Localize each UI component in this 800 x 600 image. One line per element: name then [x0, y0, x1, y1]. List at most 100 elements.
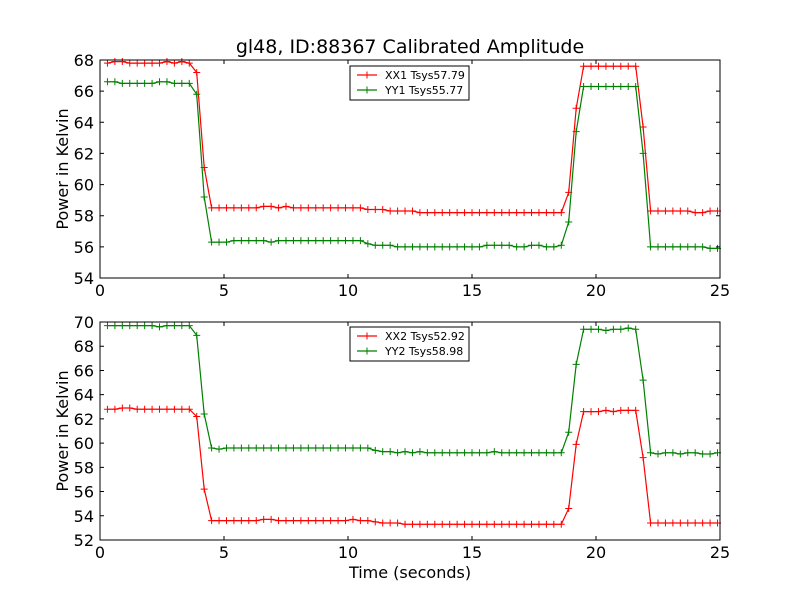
data-point	[156, 405, 164, 413]
data-point	[572, 128, 580, 136]
data-point	[572, 440, 580, 448]
data-point	[111, 405, 119, 413]
data-point	[483, 241, 491, 249]
data-point	[260, 444, 268, 452]
data-point	[453, 449, 461, 457]
data-point	[408, 520, 416, 528]
data-point	[438, 243, 446, 251]
data-point	[297, 517, 305, 525]
data-point	[252, 444, 260, 452]
data-point	[490, 520, 498, 528]
data-point	[661, 449, 669, 457]
y-axis-label-bottom: Power in Kelvin	[53, 370, 72, 491]
data-point	[282, 444, 290, 452]
data-point	[334, 444, 342, 452]
data-point	[103, 322, 111, 330]
data-point	[632, 325, 640, 333]
data-point	[423, 209, 431, 217]
data-point	[141, 79, 149, 87]
data-point	[252, 517, 260, 525]
data-point	[208, 204, 216, 212]
x-tick-label: 25	[710, 543, 730, 562]
data-point	[260, 202, 268, 210]
data-point	[587, 82, 595, 90]
data-point	[394, 207, 402, 215]
data-point	[602, 62, 610, 70]
data-point	[170, 322, 178, 330]
data-point	[706, 519, 714, 527]
y-tick-label: 58	[74, 458, 94, 477]
data-point	[334, 517, 342, 525]
data-point	[215, 204, 223, 212]
y-tick-label: 60	[74, 434, 94, 453]
data-point	[408, 449, 416, 457]
data-point	[267, 238, 275, 246]
data-point	[699, 243, 707, 251]
data-point	[222, 444, 230, 452]
data-point	[327, 237, 335, 245]
data-point	[676, 450, 684, 458]
data-point	[133, 59, 141, 67]
data-point	[423, 449, 431, 457]
data-point	[617, 62, 625, 70]
data-point	[282, 237, 290, 245]
data-point	[312, 237, 320, 245]
data-point	[156, 323, 164, 331]
data-point	[185, 322, 193, 330]
data-point	[669, 519, 677, 527]
data-point	[379, 519, 387, 527]
y-tick-label: 62	[74, 144, 94, 163]
data-point	[542, 243, 550, 251]
data-point	[609, 62, 617, 70]
data-point	[468, 449, 476, 457]
chart-title: gl48, ID:88367 Calibrated Amplitude	[236, 36, 584, 58]
data-point	[542, 520, 550, 528]
data-point	[416, 520, 424, 528]
data-point	[475, 520, 483, 528]
legend-swatch-marker	[363, 71, 371, 79]
data-point	[364, 240, 372, 248]
data-point	[185, 405, 193, 413]
data-point	[386, 519, 394, 527]
data-point	[572, 104, 580, 112]
x-tick-label: 5	[219, 281, 229, 300]
data-point	[535, 449, 543, 457]
data-point	[178, 322, 186, 330]
data-point	[103, 405, 111, 413]
data-point	[684, 519, 692, 527]
data-point	[632, 62, 640, 70]
data-point	[647, 449, 655, 457]
data-point	[178, 58, 186, 66]
data-point	[126, 59, 134, 67]
legend-label: XX2 Tsys52.92	[385, 330, 465, 343]
data-point	[126, 404, 134, 412]
data-point	[275, 444, 283, 452]
data-point	[371, 205, 379, 213]
data-point	[193, 90, 201, 98]
data-point	[684, 449, 692, 457]
data-point	[371, 518, 379, 526]
data-point	[148, 59, 156, 67]
data-point	[431, 243, 439, 251]
data-point	[327, 444, 335, 452]
data-point	[520, 449, 528, 457]
data-point	[602, 406, 610, 414]
data-point	[557, 449, 565, 457]
data-point	[386, 448, 394, 456]
data-point	[148, 79, 156, 87]
data-point	[617, 82, 625, 90]
x-axis-label: Time (seconds)	[348, 563, 471, 582]
data-point	[356, 204, 364, 212]
data-point	[669, 449, 677, 457]
data-point	[654, 207, 662, 215]
data-point	[349, 515, 357, 523]
y-tick-label: 56	[74, 238, 94, 257]
x-tick-label: 15	[462, 281, 482, 300]
data-point	[222, 238, 230, 246]
data-point	[468, 243, 476, 251]
data-point	[163, 405, 171, 413]
y-tick-label: 64	[74, 386, 94, 405]
data-point	[483, 520, 491, 528]
x-tick-label: 15	[462, 543, 482, 562]
data-point	[498, 241, 506, 249]
